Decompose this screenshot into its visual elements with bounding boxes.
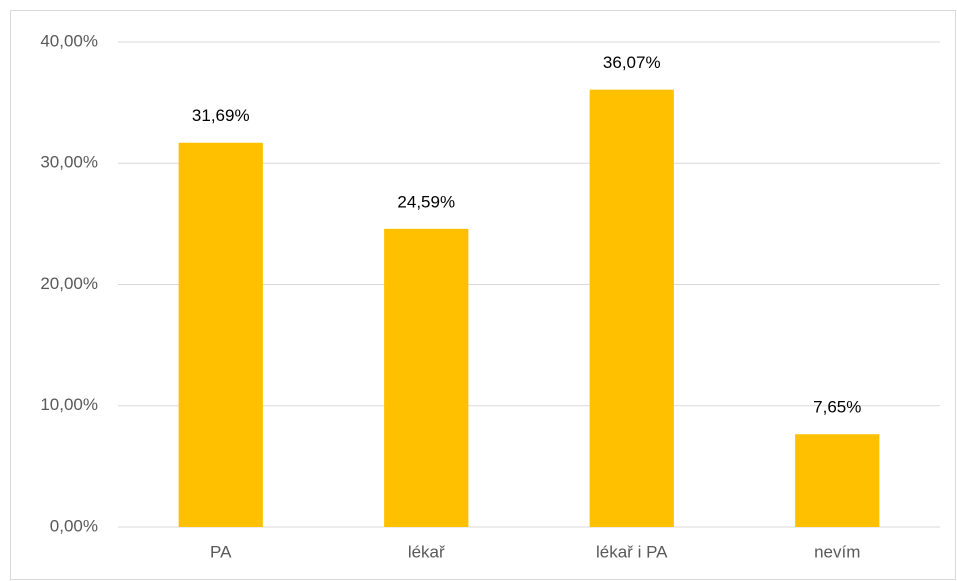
bar [178,142,263,528]
x-tick-label: PA [210,542,232,561]
y-tick-label: 30,00% [40,153,98,172]
x-tick-label: nevím [814,542,860,561]
x-tick-label: lékař i PA [596,542,668,561]
bar [795,434,880,527]
y-tick-label: 20,00% [40,274,98,293]
y-tick-label: 40,00% [40,31,98,50]
x-tick-label: lékař [408,542,445,561]
y-tick-label: 10,00% [40,395,98,414]
data-label: 24,59% [397,192,455,211]
bar [589,89,674,528]
y-tick-label: 0,00% [50,516,98,535]
data-label: 36,07% [603,53,661,72]
data-label: 31,69% [192,106,250,125]
bar [384,228,469,527]
data-label: 7,65% [813,398,861,417]
